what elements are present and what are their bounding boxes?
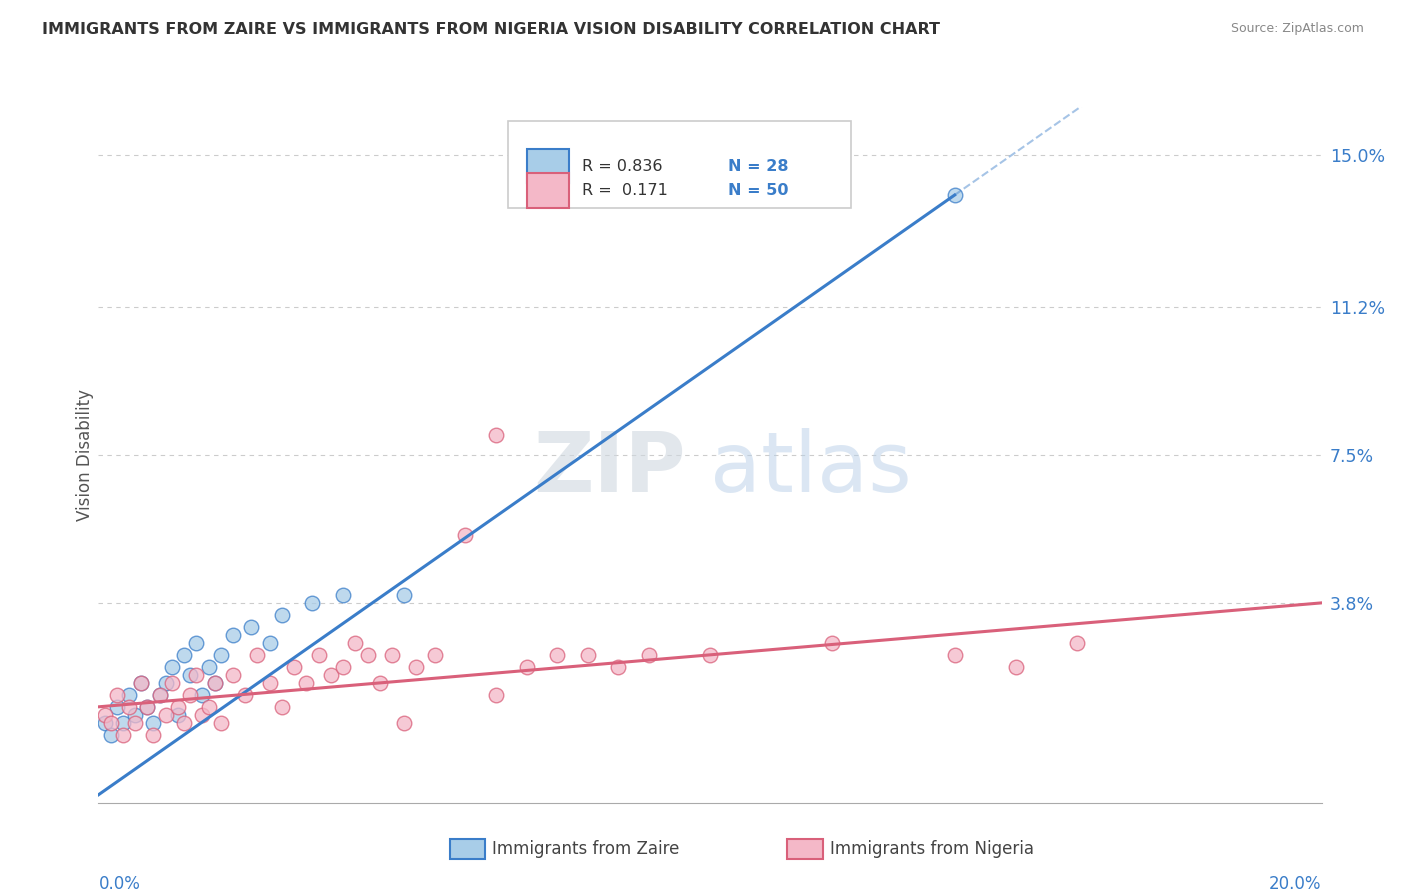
Point (546, 648, 568, 662)
Point (222, 628, 245, 642)
Point (111, 715, 134, 730)
Point (240, 620, 263, 634)
Point (93, 715, 115, 730)
Point (118, 699, 141, 714)
Point (136, 699, 159, 714)
Point (155, 707, 177, 722)
Point (270, 607, 292, 622)
Text: 20.0%: 20.0% (1270, 875, 1322, 892)
Point (186, 668, 208, 682)
Point (173, 715, 195, 730)
Point (283, 660, 305, 674)
Text: R = 0.836: R = 0.836 (582, 159, 662, 174)
Point (821, 636, 844, 650)
FancyBboxPatch shape (527, 173, 569, 208)
Point (308, 648, 330, 662)
Text: IMMIGRANTS FROM ZAIRE VS IMMIGRANTS FROM NIGERIA VISION DISABILITY CORRELATION C: IMMIGRANTS FROM ZAIRE VS IMMIGRANTS FROM… (42, 22, 941, 37)
Point (136, 699, 159, 714)
Point (381, 648, 404, 662)
Point (173, 648, 195, 662)
Point (204, 676, 226, 690)
Point (485, 688, 508, 702)
Point (179, 668, 201, 682)
Point (356, 648, 378, 662)
Point (246, 648, 269, 662)
Point (191, 707, 214, 722)
Point (111, 728, 134, 742)
Point (485, 428, 508, 442)
Y-axis label: Vision Disability: Vision Disability (76, 389, 94, 521)
Point (516, 660, 538, 674)
Point (197, 660, 219, 674)
Point (197, 699, 219, 714)
Point (423, 648, 446, 662)
Point (222, 668, 245, 682)
Text: R =  0.171: R = 0.171 (582, 184, 668, 198)
Text: 0.0%: 0.0% (98, 875, 141, 892)
Point (100, 728, 122, 742)
Point (142, 728, 165, 742)
Point (118, 688, 141, 702)
Point (167, 699, 190, 714)
Point (405, 660, 427, 674)
Point (368, 676, 391, 690)
Point (93, 707, 115, 722)
Point (699, 648, 721, 662)
Text: Source: ZipAtlas.com: Source: ZipAtlas.com (1230, 22, 1364, 36)
Text: Immigrants from Nigeria: Immigrants from Nigeria (830, 840, 1033, 858)
FancyBboxPatch shape (527, 149, 569, 184)
Point (637, 648, 661, 662)
Text: Immigrants from Zaire: Immigrants from Zaire (492, 840, 679, 858)
Point (392, 715, 416, 730)
Point (186, 636, 208, 650)
Point (607, 660, 630, 674)
Point (167, 707, 190, 722)
Point (149, 688, 172, 702)
Point (1066, 636, 1088, 650)
Point (259, 676, 281, 690)
Point (295, 676, 318, 690)
Point (149, 688, 172, 702)
Point (191, 688, 214, 702)
Point (301, 596, 323, 610)
Point (160, 676, 183, 690)
Point (454, 528, 477, 542)
Point (332, 660, 354, 674)
FancyBboxPatch shape (508, 121, 851, 208)
Point (392, 588, 416, 602)
Point (179, 688, 201, 702)
Point (160, 660, 183, 674)
Text: N = 28: N = 28 (728, 159, 789, 174)
Point (1004, 660, 1026, 674)
Point (576, 648, 599, 662)
Point (233, 688, 256, 702)
Point (943, 648, 966, 662)
Text: atlas: atlas (710, 428, 911, 509)
Point (209, 715, 232, 730)
Point (209, 648, 232, 662)
Point (124, 715, 146, 730)
Point (270, 699, 292, 714)
Text: ZIP: ZIP (533, 428, 686, 509)
Point (204, 676, 226, 690)
Point (259, 636, 281, 650)
Point (105, 699, 128, 714)
Point (332, 588, 354, 602)
Point (100, 715, 122, 730)
Point (129, 676, 152, 690)
Text: N = 50: N = 50 (728, 184, 789, 198)
Point (155, 676, 177, 690)
Point (129, 676, 152, 690)
Point (319, 668, 342, 682)
Point (344, 636, 367, 650)
Point (943, 188, 966, 202)
Point (105, 688, 128, 702)
Point (142, 715, 165, 730)
Point (124, 707, 146, 722)
